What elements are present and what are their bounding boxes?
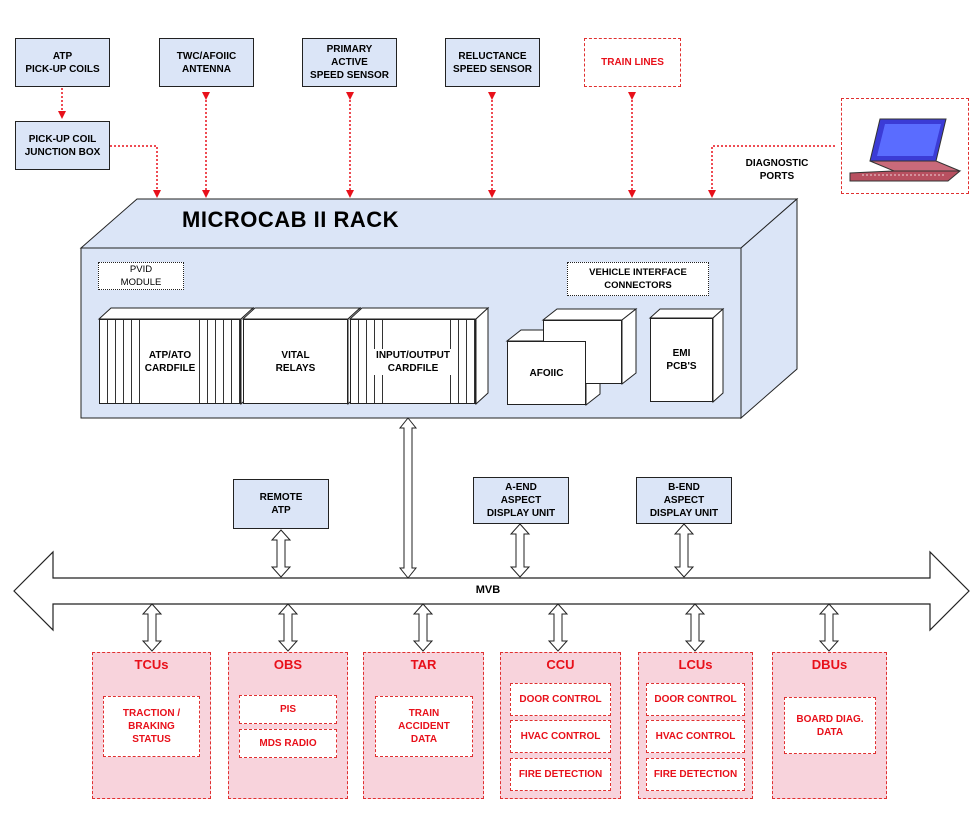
subsystem-tcus: TCUs TRACTION / BRAKING STATUS <box>92 652 211 799</box>
atp-ato-cardfile-label: ATP/ATO CARDFILE <box>142 348 198 375</box>
io-cardfile-label: INPUT/OUTPUT CARDFILE <box>374 348 452 375</box>
subsystem-item: TRAIN ACCIDENT DATA <box>375 696 473 757</box>
a-end-aspect-display-box: A-END ASPECT DISPLAY UNIT <box>473 477 569 524</box>
subsystem-title: TAR <box>410 657 437 672</box>
vehicle-interface-box: VEHICLE INTERFACE CONNECTORS <box>567 262 709 296</box>
primary-speed-sensor-box: PRIMARY ACTIVE SPEED SENSOR <box>302 38 397 87</box>
remote-atp-box: REMOTE ATP <box>233 479 329 529</box>
subsystem-dbus: DBUs BOARD DIAG. DATA <box>772 652 887 799</box>
io-cardfile: INPUT/OUTPUT CARDFILE <box>350 319 476 404</box>
atp-pickup-coils-box: ATP PICK-UP COILS <box>15 38 110 87</box>
subsystem-title: CCU <box>546 657 575 672</box>
b-end-aspect-display-box: B-END ASPECT DISPLAY UNIT <box>636 477 732 524</box>
subsystem-item: FIRE DETECTION <box>510 758 611 791</box>
vital-relays-box: VITAL RELAYS <box>243 319 348 404</box>
subsystem-ccu: CCU DOOR CONTROL HVAC CONTROL FIRE DETEC… <box>500 652 621 799</box>
subsystem-item: TRACTION / BRAKING STATUS <box>103 696 200 757</box>
subsystem-item: PIS <box>239 695 337 724</box>
diagnostic-ports-label: DIAGNOSTIC PORTS <box>745 158 809 182</box>
laptop-icon <box>841 98 969 194</box>
subsystem-item: DOOR CONTROL <box>646 683 745 716</box>
subsystem-title: OBS <box>273 657 303 672</box>
emi-pcbs-box: EMI PCB'S <box>650 318 713 402</box>
rack-side-face <box>740 197 798 420</box>
pvid-module-box: PVID MODULE <box>98 262 184 290</box>
subsystem-obs: OBS PIS MDS RADIO <box>228 652 348 799</box>
mvb-label: MVB <box>475 584 501 596</box>
subsystem-item: BOARD DIAG. DATA <box>784 697 876 754</box>
subsystem-tar: TAR TRAIN ACCIDENT DATA <box>363 652 484 799</box>
subsystem-item: HVAC CONTROL <box>646 720 745 753</box>
subsystem-item: MDS RADIO <box>239 729 337 758</box>
subsystem-item: HVAC CONTROL <box>510 720 611 753</box>
train-lines-box: TRAIN LINES <box>584 38 681 87</box>
atp-ato-cardfile: ATP/ATO CARDFILE <box>99 319 241 404</box>
subsystem-title: TCUs <box>134 657 169 672</box>
subsystem-item: FIRE DETECTION <box>646 758 745 791</box>
rack-title: MICROCAB II RACK <box>182 207 399 232</box>
twc-afoiic-antenna-box: TWC/AFOIIC ANTENNA <box>159 38 254 87</box>
afoiic-box: AFOIIC <box>507 341 586 405</box>
subsystem-lcus: LCUs DOOR CONTROL HVAC CONTROL FIRE DETE… <box>638 652 753 799</box>
subsystem-title: LCUs <box>678 657 713 672</box>
subsystem-item: DOOR CONTROL <box>510 683 611 716</box>
reluctance-speed-sensor-box: RELUCTANCE SPEED SENSOR <box>445 38 540 87</box>
subsystem-title: DBUs <box>811 657 848 672</box>
pickup-coil-junction-box: PICK-UP COIL JUNCTION BOX <box>15 121 110 170</box>
